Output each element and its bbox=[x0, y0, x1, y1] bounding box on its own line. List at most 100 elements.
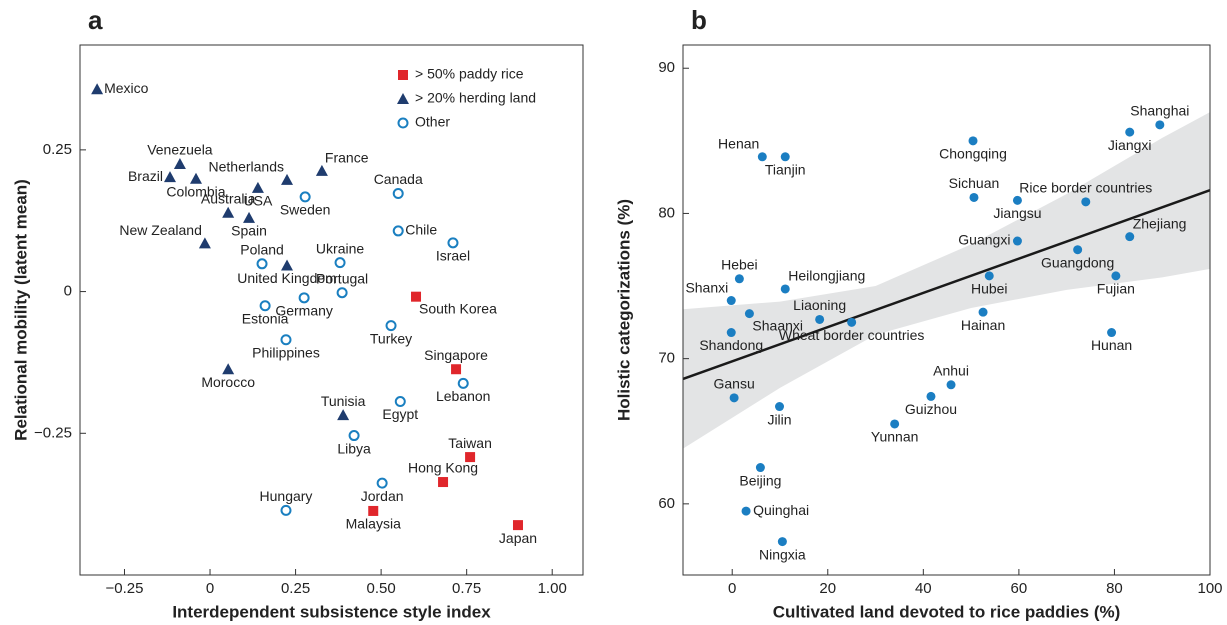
x-tick-label: 0.75 bbox=[452, 580, 481, 597]
point-label: Hong Kong bbox=[408, 460, 478, 476]
point-label: Ukraine bbox=[316, 240, 364, 256]
data-point bbox=[392, 225, 404, 237]
point-label: Brazil bbox=[128, 168, 163, 184]
point-label: United Kingdom bbox=[237, 270, 337, 286]
plot-frame bbox=[682, 44, 1211, 576]
point-label: Shaanxi bbox=[752, 317, 803, 333]
point-label: Japan bbox=[499, 530, 537, 546]
data-point bbox=[281, 173, 294, 185]
data-point bbox=[315, 164, 328, 176]
x-tick-label: 0.50 bbox=[367, 580, 396, 597]
data-point bbox=[1012, 236, 1022, 246]
point-label: Yunnan bbox=[871, 429, 919, 445]
data-point bbox=[337, 409, 350, 421]
y-axis-title: Relational mobility (latent mean) bbox=[11, 179, 30, 441]
legend-swatch bbox=[397, 117, 409, 129]
data-point bbox=[744, 309, 754, 319]
point-label: Liaoning bbox=[793, 297, 846, 313]
y-axis-title: Holistic categorizations (%) bbox=[614, 199, 633, 421]
point-label: Gansu bbox=[713, 376, 754, 392]
point-label: Shanghai bbox=[1130, 103, 1189, 119]
data-point bbox=[280, 504, 292, 516]
point-label: Guangxi bbox=[958, 232, 1010, 248]
data-point bbox=[1111, 271, 1121, 281]
point-label: Tunisia bbox=[321, 393, 366, 409]
point-label: Beijing bbox=[739, 472, 781, 488]
data-point bbox=[163, 171, 176, 183]
data-point bbox=[1081, 197, 1091, 207]
data-point bbox=[815, 314, 825, 324]
y-tick-label: 80 bbox=[658, 204, 675, 221]
data-point bbox=[755, 463, 765, 473]
point-label: Zhejiang bbox=[1133, 215, 1187, 231]
point-label: Anhui bbox=[933, 362, 969, 378]
x-tick-label: 0.25 bbox=[281, 580, 310, 597]
data-point bbox=[890, 419, 900, 429]
data-point bbox=[299, 191, 311, 203]
data-point bbox=[984, 271, 994, 281]
x-tick-label: 1.00 bbox=[538, 580, 567, 597]
point-label: Hainan bbox=[961, 317, 1005, 333]
data-point bbox=[256, 258, 268, 270]
data-point bbox=[222, 363, 235, 375]
point-label: Israel bbox=[436, 248, 470, 264]
data-point bbox=[281, 259, 294, 271]
point-label: Guangdong bbox=[1041, 254, 1114, 270]
point-label: Portugal bbox=[316, 270, 368, 286]
data-point bbox=[1125, 127, 1135, 137]
data-point bbox=[968, 136, 978, 146]
x-tick-label: 60 bbox=[1011, 580, 1028, 597]
legend-swatch bbox=[398, 70, 408, 80]
data-point bbox=[91, 83, 104, 95]
data-point bbox=[780, 284, 790, 294]
x-tick-label: 80 bbox=[1106, 580, 1123, 597]
data-point bbox=[222, 206, 235, 218]
data-point bbox=[392, 188, 404, 200]
point-label: Estonia bbox=[242, 310, 289, 326]
data-point bbox=[775, 402, 785, 412]
point-label: Tianjin bbox=[765, 162, 806, 178]
point-label: Guizhou bbox=[905, 401, 957, 417]
data-point bbox=[385, 320, 397, 332]
x-tick-label: 40 bbox=[915, 580, 932, 597]
data-point bbox=[198, 237, 211, 249]
data-point bbox=[280, 334, 292, 346]
point-label: USA bbox=[244, 193, 273, 209]
point-label: Ningxia bbox=[759, 546, 806, 562]
data-point bbox=[726, 328, 736, 338]
point-label: Germany bbox=[275, 303, 333, 319]
data-point bbox=[336, 287, 348, 299]
data-point bbox=[741, 506, 751, 516]
panel-letter: b bbox=[691, 5, 707, 35]
data-point bbox=[447, 237, 459, 249]
point-label: South Korea bbox=[419, 300, 497, 316]
point-label: Egypt bbox=[382, 406, 418, 422]
data-point bbox=[978, 307, 988, 317]
legend-swatch bbox=[397, 93, 409, 104]
y-tick-label: 60 bbox=[658, 495, 675, 512]
point-label: Morocco bbox=[201, 374, 255, 390]
point-label: Heilongjiang bbox=[788, 268, 865, 284]
x-tick-label: 20 bbox=[819, 580, 836, 597]
point-label: Turkey bbox=[370, 330, 412, 346]
point-label: Lebanon bbox=[436, 388, 491, 404]
point-label: Malaysia bbox=[346, 516, 401, 532]
point-label: Netherlands bbox=[209, 159, 285, 175]
data-point bbox=[1107, 328, 1117, 338]
point-label: Singapore bbox=[424, 347, 488, 363]
legend-label: > 20% herding land bbox=[415, 90, 536, 106]
point-label: Jiangsu bbox=[993, 205, 1041, 221]
point-label: Shandong bbox=[699, 337, 763, 353]
data-point bbox=[411, 291, 422, 302]
data-point bbox=[777, 537, 787, 547]
data-point bbox=[368, 505, 379, 516]
data-point bbox=[438, 477, 449, 488]
data-point bbox=[969, 192, 979, 202]
data-point bbox=[457, 377, 469, 389]
point-label: Jordan bbox=[361, 488, 404, 504]
data-point bbox=[926, 391, 936, 401]
fit-line bbox=[682, 189, 1211, 381]
point-label: Hebei bbox=[721, 256, 758, 272]
